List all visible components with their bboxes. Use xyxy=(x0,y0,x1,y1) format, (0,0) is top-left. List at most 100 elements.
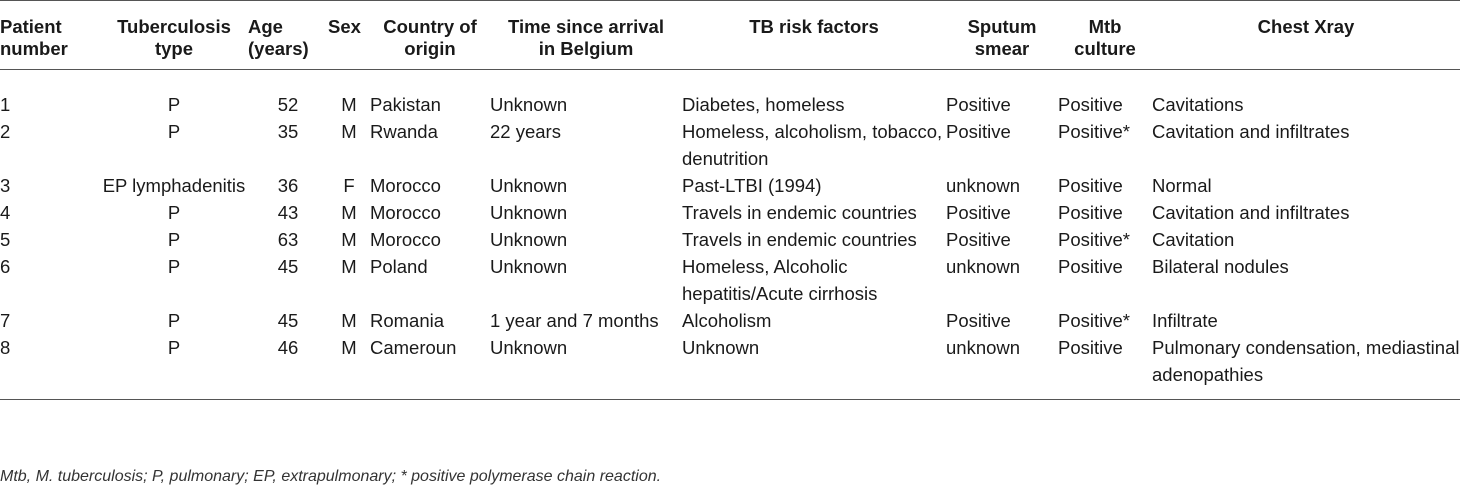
cell-country: Morocco xyxy=(370,229,441,250)
cell-smear: unknown xyxy=(946,175,1021,196)
cell-type: P xyxy=(167,121,181,142)
table-row: 1 P 52 M Pakistan Unknown Diabetes, home… xyxy=(0,70,1460,119)
cell-type: EP lymphadenitis xyxy=(102,175,246,196)
cell-culture: Positive xyxy=(1058,175,1123,196)
cell-time: Unknown xyxy=(490,337,568,358)
cell-culture: Positive xyxy=(1058,256,1123,277)
cell-sex: M xyxy=(341,337,357,358)
cell-xray: Cavitation xyxy=(1152,229,1235,250)
cell-age: 46 xyxy=(277,337,299,358)
cell-patient: 2 xyxy=(0,121,11,142)
cell-type: P xyxy=(167,229,181,250)
cell-sex: M xyxy=(341,202,357,223)
table-row: 5 P 63 M Morocco Unknown Travels in ende… xyxy=(0,226,1460,253)
cell-risk: Travels in endemic countries xyxy=(682,229,917,250)
cell-risk: Diabetes, homeless xyxy=(682,94,845,115)
cell-age: 52 xyxy=(277,94,299,115)
cell-risk: Homeless, Alcoholic hepatitis/Acute cirr… xyxy=(682,256,878,304)
cell-xray: Bilateral nodules xyxy=(1152,256,1289,277)
cell-xray: Normal xyxy=(1152,175,1212,196)
cell-culture: Positive* xyxy=(1058,121,1130,142)
cell-xray: Pulmonary condensation, mediastinal aden… xyxy=(1152,337,1460,385)
cell-smear: unknown xyxy=(946,256,1021,277)
cell-sex: M xyxy=(341,256,357,277)
table-row: 7 P 45 M Romania 1 year and 7 months Alc… xyxy=(0,307,1460,334)
cell-smear: Positive xyxy=(946,310,1011,331)
cell-type: P xyxy=(167,337,181,358)
cell-xray: Cavitation and infiltrates xyxy=(1152,202,1350,223)
cell-sex: M xyxy=(341,229,357,250)
cell-sex: M xyxy=(341,310,357,331)
table-row: 2 P 35 M Rwanda 22 years Homeless, alcoh… xyxy=(0,118,1460,172)
table-footnote: Mtb, M. tuberculosis; P, pulmonary; EP, … xyxy=(0,468,662,485)
cell-type: P xyxy=(167,256,181,277)
cell-age: 35 xyxy=(277,121,299,142)
cell-smear: Positive xyxy=(946,94,1011,115)
cell-culture: Positive* xyxy=(1058,310,1130,331)
cell-xray: Infiltrate xyxy=(1152,310,1218,331)
cell-country: Cameroun xyxy=(370,337,457,358)
cell-culture: Positive xyxy=(1058,94,1123,115)
cell-xray: Cavitation and infiltrates xyxy=(1152,121,1350,142)
cell-time: Unknown xyxy=(490,94,568,115)
cell-time: 22 years xyxy=(490,121,561,142)
header-risk-factors: TB risk factors xyxy=(749,16,879,37)
cell-risk: Homeless, alcoholism, tobacco, denutriti… xyxy=(682,121,943,169)
cell-country: Romania xyxy=(370,310,445,331)
cell-sex: M xyxy=(341,94,357,115)
header-chest-xray: Chest Xray xyxy=(1257,16,1355,37)
table-row: 4 P 43 M Morocco Unknown Travels in ende… xyxy=(0,199,1460,226)
cell-patient: 6 xyxy=(0,256,11,277)
cell-risk: Travels in endemic countries xyxy=(682,202,917,223)
cell-patient: 5 xyxy=(0,229,11,250)
cell-country: Morocco xyxy=(370,202,441,223)
header-time-since-arrival: Time since arrival in Belgium xyxy=(508,16,664,59)
cell-culture: Positive xyxy=(1058,202,1123,223)
table-row: 8 P 46 M Cameroun Unknown Unknown unknow… xyxy=(0,334,1460,400)
cell-age: 45 xyxy=(277,310,299,331)
header-age: Age (years) xyxy=(248,16,309,59)
cell-age: 63 xyxy=(277,229,299,250)
cell-age: 45 xyxy=(277,256,299,277)
cell-patient: 4 xyxy=(0,202,11,223)
cell-time: Unknown xyxy=(490,202,568,223)
header-mtb-culture: Mtb culture xyxy=(1074,16,1136,59)
cell-time: Unknown xyxy=(490,175,568,196)
header-sputum-smear: Sputum smear xyxy=(967,16,1037,59)
header-patient-number: Patient number xyxy=(0,16,68,59)
cell-xray: Cavitations xyxy=(1152,94,1244,115)
cell-smear: Positive xyxy=(946,202,1011,223)
cell-culture: Positive xyxy=(1058,337,1123,358)
cell-type: P xyxy=(167,310,181,331)
cell-age: 43 xyxy=(277,202,299,223)
table-row: 6 P 45 M Poland Unknown Homeless, Alcoho… xyxy=(0,253,1460,307)
cell-sex: M xyxy=(341,121,357,142)
cell-smear: unknown xyxy=(946,337,1021,358)
cell-patient: 3 xyxy=(0,175,11,196)
cell-time: Unknown xyxy=(490,256,568,277)
cell-time: Unknown xyxy=(490,229,568,250)
cell-type: P xyxy=(167,202,181,223)
cell-patient: 8 xyxy=(0,337,11,358)
header-tuberculosis-type: Tuberculosis type xyxy=(117,16,231,59)
cell-risk: Past-LTBI (1994) xyxy=(682,175,822,196)
cell-smear: Positive xyxy=(946,121,1011,142)
cell-patient: 1 xyxy=(0,94,11,115)
cell-type: P xyxy=(167,94,181,115)
cell-country: Rwanda xyxy=(370,121,438,142)
cell-country: Pakistan xyxy=(370,94,441,115)
cell-smear: Positive xyxy=(946,229,1011,250)
cell-patient: 7 xyxy=(0,310,11,331)
cell-time: 1 year and 7 months xyxy=(490,310,659,331)
cell-culture: Positive* xyxy=(1058,229,1130,250)
patient-table: Patient number Tuberculosis type Age (years… xyxy=(0,0,1460,400)
table-row: 3 EP lymphadenitis 36 F Morocco Unknown … xyxy=(0,172,1460,199)
header-row: Patient number Tuberculosis type Age (years… xyxy=(0,0,1460,70)
header-country: Country of origin xyxy=(383,16,477,59)
cell-risk: Alcoholism xyxy=(682,310,772,331)
header-sex: Sex xyxy=(328,16,361,37)
cell-country: Poland xyxy=(370,256,428,277)
cell-country: Morocco xyxy=(370,175,441,196)
cell-sex: F xyxy=(343,175,355,196)
cell-age: 36 xyxy=(277,175,299,196)
